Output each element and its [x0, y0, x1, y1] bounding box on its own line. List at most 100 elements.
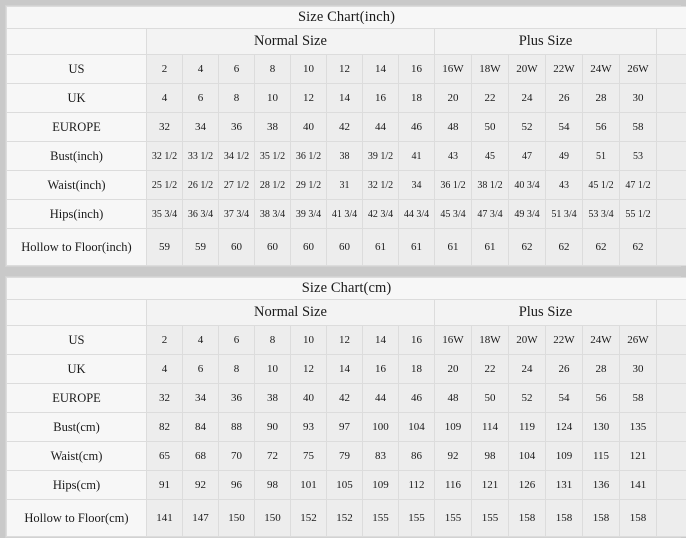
cell: 51	[583, 142, 620, 171]
group-header-trailing	[657, 300, 686, 326]
cell: 98	[255, 471, 291, 500]
group-header-blank	[7, 300, 147, 326]
cell: 40 3/4	[509, 171, 546, 200]
cell: 4	[183, 55, 219, 84]
cell: 22W	[546, 55, 583, 84]
cell: 83	[363, 442, 399, 471]
cell: 32	[147, 113, 183, 142]
table-row: Waist(cm) 65 68 70 72 75 79 83 86 92 98 …	[7, 442, 686, 471]
cell: 8	[255, 55, 291, 84]
cell: 10	[291, 326, 327, 355]
cell: 14	[363, 326, 399, 355]
cell: 35 3/4	[147, 200, 183, 229]
cell: 109	[435, 413, 472, 442]
table-row: UK 4 6 8 10 12 14 16 18 20 22 24 26 28 3…	[7, 84, 686, 113]
group-header-row: Normal Size Plus Size	[7, 29, 686, 55]
table-row: Hips(cm) 91 92 96 98 101 105 109 112 116…	[7, 471, 686, 500]
cell: 34	[183, 113, 219, 142]
cell: 65	[147, 442, 183, 471]
cell-empty	[657, 384, 686, 413]
cell: 56	[583, 113, 620, 142]
cell: 16W	[435, 326, 472, 355]
cell: 91	[147, 471, 183, 500]
cell: 52	[509, 384, 546, 413]
cell: 60	[291, 229, 327, 266]
cell: 34	[399, 171, 435, 200]
cell: 53 3/4	[583, 200, 620, 229]
cell: 44 3/4	[399, 200, 435, 229]
cell: 20W	[509, 55, 546, 84]
cell: 18W	[472, 326, 509, 355]
cell: 150	[219, 500, 255, 537]
cell-empty	[657, 326, 686, 355]
cell: 92	[435, 442, 472, 471]
cell: 35 1/2	[255, 142, 291, 171]
cell: 50	[472, 113, 509, 142]
cell: 37 3/4	[219, 200, 255, 229]
cell: 36	[219, 384, 255, 413]
cell: 42 3/4	[363, 200, 399, 229]
cell: 58	[620, 113, 657, 142]
cell: 98	[472, 442, 509, 471]
cell: 6	[183, 355, 219, 384]
cell: 53	[620, 142, 657, 171]
cell: 4	[147, 84, 183, 113]
cell: 61	[399, 229, 435, 266]
cell: 10	[255, 355, 291, 384]
cell: 61	[435, 229, 472, 266]
cell: 131	[546, 471, 583, 500]
cell-empty	[657, 200, 686, 229]
cell: 14	[327, 355, 363, 384]
cell: 155	[472, 500, 509, 537]
cell: 115	[583, 442, 620, 471]
row-label-hips: Hips(inch)	[7, 200, 147, 229]
cell: 61	[472, 229, 509, 266]
cell-empty	[657, 142, 686, 171]
size-table-inch: Size Chart(inch) Normal Size Plus Size U…	[6, 6, 686, 266]
cell: 60	[255, 229, 291, 266]
cell: 12	[327, 55, 363, 84]
cell: 119	[509, 413, 546, 442]
size-table-body-inch: Size Chart(inch) Normal Size Plus Size U…	[7, 7, 686, 266]
row-label-us: US	[7, 55, 147, 84]
cell: 141	[620, 471, 657, 500]
table-row: EUROPE 32 34 36 38 40 42 44 46 48 50 52 …	[7, 384, 686, 413]
cell: 97	[327, 413, 363, 442]
cell: 38	[255, 384, 291, 413]
cell: 44	[363, 384, 399, 413]
table-row: Hips(inch) 35 3/4 36 3/4 37 3/4 38 3/4 3…	[7, 200, 686, 229]
cell: 152	[327, 500, 363, 537]
cell: 114	[472, 413, 509, 442]
cell: 22W	[546, 326, 583, 355]
cell: 30	[620, 84, 657, 113]
cell: 47 3/4	[472, 200, 509, 229]
table-row: Bust(inch) 32 1/2 33 1/2 34 1/2 35 1/2 3…	[7, 142, 686, 171]
cell: 158	[583, 500, 620, 537]
cell: 150	[255, 500, 291, 537]
cell: 55 1/2	[620, 200, 657, 229]
cell: 51 3/4	[546, 200, 583, 229]
cell: 59	[183, 229, 219, 266]
cell: 54	[546, 384, 583, 413]
cell: 20	[435, 355, 472, 384]
cell: 60	[219, 229, 255, 266]
cell: 62	[546, 229, 583, 266]
cell: 79	[327, 442, 363, 471]
cell: 16	[399, 326, 435, 355]
cell: 26	[546, 84, 583, 113]
cell: 32	[147, 384, 183, 413]
cell: 36 1/2	[435, 171, 472, 200]
cell: 30	[620, 355, 657, 384]
size-chart-inch: Size Chart(inch) Normal Size Plus Size U…	[5, 5, 681, 267]
row-label-europe: EUROPE	[7, 113, 147, 142]
cell: 135	[620, 413, 657, 442]
size-table-body-cm: Size Chart(cm) Normal Size Plus Size US …	[7, 278, 686, 537]
group-header-normal-size: Normal Size	[147, 300, 435, 326]
cell: 47 1/2	[620, 171, 657, 200]
cell: 16W	[435, 55, 472, 84]
title-row: Size Chart(inch)	[7, 7, 686, 29]
cell: 4	[183, 326, 219, 355]
cell: 8	[219, 84, 255, 113]
table-row: US 2 4 6 8 10 12 14 16 16W 18W 20W 22W 2…	[7, 326, 686, 355]
